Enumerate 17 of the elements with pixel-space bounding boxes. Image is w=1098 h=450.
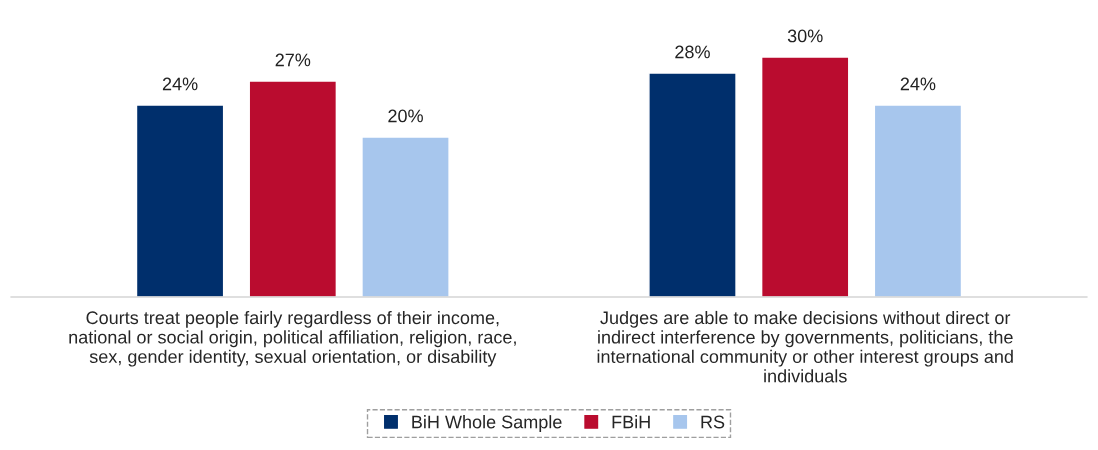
data-label: 20% [388,109,423,123]
data-label: 24% [162,77,198,91]
bar [361,136,450,297]
legend-label: FBiH [612,415,650,429]
x-tick-label: Courts treat people fairly regardless of their income, national or social origin, political affiliation, religion, race, sex, gender identity, sexual orientation, or disability [69,310,516,367]
data-label: 24% [900,77,936,91]
bar [873,104,963,297]
bar [248,80,338,297]
data-label: 28% [675,45,710,59]
legend-label: RS [701,415,725,429]
data-label: 30% [787,29,823,43]
bar [135,104,225,297]
data-label: 27% [275,53,311,67]
legend-label: BiH Whole Sample [412,415,562,432]
bar [760,56,850,297]
bar [648,72,737,297]
x-tick-label: Judges are able to make decisions without direct or indirect interference by governments, politicians, the international community or other interest groups and individuals [597,310,1013,383]
